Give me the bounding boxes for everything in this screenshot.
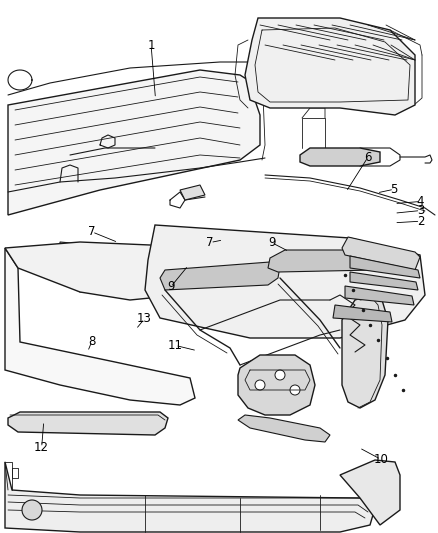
Text: 1: 1 [147, 39, 155, 52]
Polygon shape [238, 355, 315, 415]
Text: 5: 5 [391, 183, 398, 196]
Polygon shape [5, 248, 195, 405]
Polygon shape [245, 18, 415, 115]
Text: 2: 2 [417, 215, 424, 228]
Polygon shape [340, 460, 400, 525]
Polygon shape [342, 237, 420, 270]
Circle shape [290, 385, 300, 395]
Polygon shape [350, 272, 418, 290]
Text: 10: 10 [374, 453, 389, 466]
Text: 12: 12 [34, 441, 49, 454]
Circle shape [255, 380, 265, 390]
Polygon shape [60, 242, 200, 292]
Polygon shape [300, 148, 380, 166]
Polygon shape [342, 295, 388, 408]
Text: 9: 9 [268, 236, 276, 249]
Polygon shape [5, 242, 200, 300]
Polygon shape [5, 462, 375, 532]
Circle shape [22, 500, 42, 520]
Polygon shape [160, 262, 280, 290]
Polygon shape [268, 250, 388, 272]
Polygon shape [238, 415, 330, 442]
Polygon shape [8, 412, 168, 435]
Text: 11: 11 [168, 339, 183, 352]
Text: 3: 3 [417, 204, 424, 217]
Text: 8: 8 [88, 335, 95, 348]
Polygon shape [180, 185, 205, 200]
Text: 7: 7 [206, 236, 214, 249]
Circle shape [275, 370, 285, 380]
Text: 9: 9 [167, 280, 175, 293]
Polygon shape [345, 286, 414, 305]
Polygon shape [8, 70, 260, 215]
Polygon shape [350, 256, 420, 278]
Text: 6: 6 [364, 151, 372, 164]
Polygon shape [333, 305, 392, 322]
Polygon shape [145, 225, 425, 338]
Text: 4: 4 [417, 195, 424, 208]
Text: 13: 13 [137, 312, 152, 325]
Text: 7: 7 [88, 225, 96, 238]
